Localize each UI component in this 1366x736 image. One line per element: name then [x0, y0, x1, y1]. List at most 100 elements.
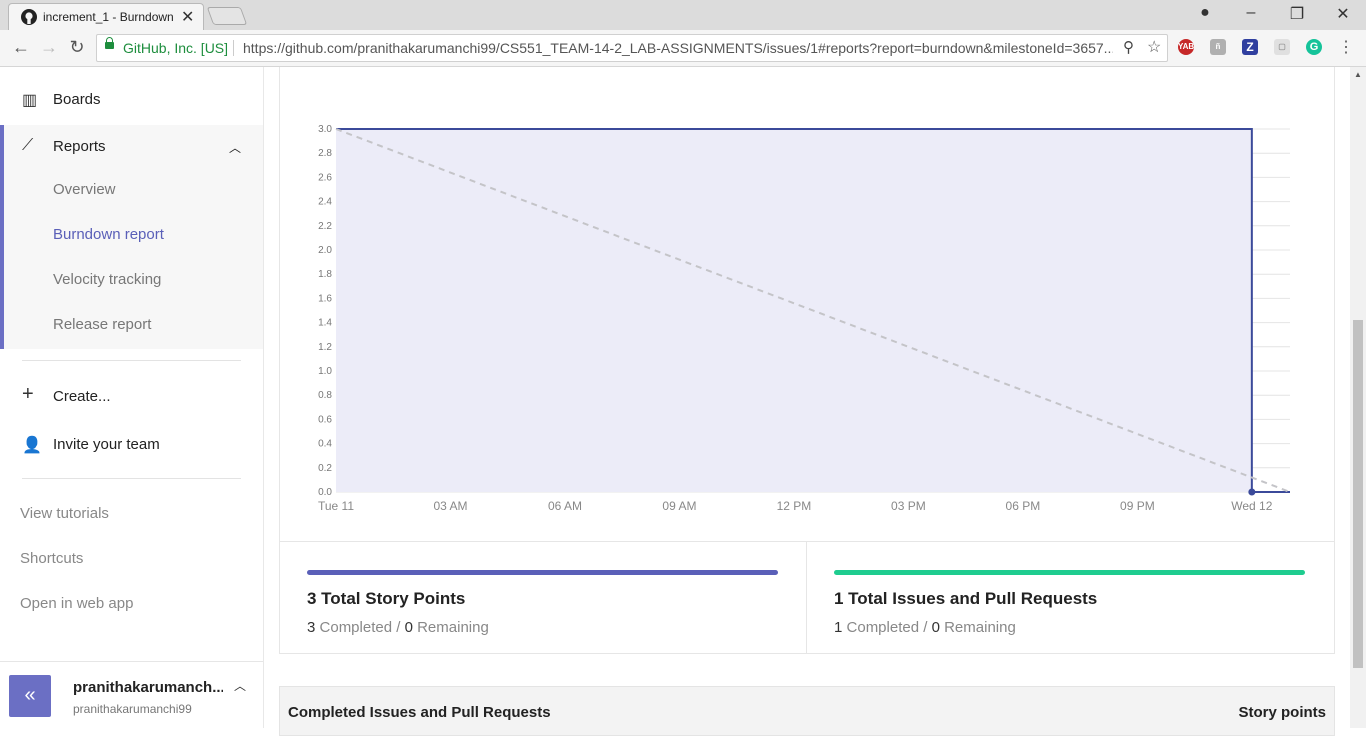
story-points-breakdown: 3 Completed / 0 Remaining	[307, 619, 489, 636]
browser-toolbar: ← → ↻ GitHub, Inc. [US] https://github.c…	[0, 30, 1366, 67]
x-tick-label: 06 AM	[548, 499, 582, 513]
x-tick-label: 12 PM	[777, 499, 812, 513]
reports-section: ⟋ Reports ︿ Overview Burndown report Vel…	[0, 125, 263, 349]
y-tick-label: 2.0	[318, 245, 332, 256]
security-label: GitHub, Inc. [US]	[123, 40, 229, 56]
url-text[interactable]: https://github.com/pranithakarumanchi99/…	[243, 40, 1113, 56]
story-points-summary: 3 Total Story Points 3 Completed / 0 Rem…	[280, 541, 807, 654]
minimize-button[interactable]: –	[1246, 4, 1256, 21]
bookmark-star-icon[interactable]: ☆	[1147, 39, 1162, 56]
divider	[22, 360, 241, 361]
y-tick-label: 0.4	[318, 439, 332, 450]
page-scrollbar[interactable]: ▲	[1350, 67, 1366, 728]
x-tick-label: 09 PM	[1120, 499, 1155, 513]
browser-tab[interactable]: increment_1 - Burndown ✕	[8, 3, 204, 30]
reload-icon[interactable]: ↻	[69, 37, 85, 57]
reports-graph-icon: ⟋	[22, 137, 34, 154]
new-tab-button[interactable]	[206, 7, 248, 25]
lock-icon	[105, 37, 114, 49]
x-tick-label: 06 PM	[1006, 499, 1041, 513]
y-tick-label: 1.8	[318, 269, 332, 280]
view-tutorials-link[interactable]: View tutorials	[20, 505, 109, 522]
x-tick-label: 09 AM	[662, 499, 696, 513]
y-tick-label: 0.8	[318, 390, 332, 401]
scrollbar-thumb[interactable]	[1353, 320, 1363, 668]
zotero-extension-icon[interactable]: Z	[1242, 39, 1258, 55]
y-tick-label: 0.0	[318, 487, 332, 498]
collapse-sidebar-button[interactable]: «	[9, 675, 51, 717]
sidebar-item-label: Boards	[53, 91, 101, 108]
y-tick-label: 1.0	[318, 366, 332, 377]
burndown-card: 0.0 0.2 0.4 0.6 0.8 1.0 1.2 1.4 1.6 1.8 2.0 2.2 2.4 2…	[279, 67, 1335, 654]
back-arrow-icon[interactable]: ←	[12, 37, 30, 57]
restore-button[interactable]: ❐	[1289, 6, 1305, 23]
zoom-icon[interactable]: ⚲	[1123, 39, 1134, 56]
divider	[22, 478, 241, 479]
extension-icon[interactable]: ñ	[1210, 39, 1226, 55]
tab-title: increment_1 - Burndown	[43, 10, 174, 24]
burndown-chart: 0.0 0.2 0.4 0.6 0.8 1.0 1.2 1.4 1.6 1.8 2.0 2.2 2.4 2…	[318, 124, 1291, 513]
issues-breakdown: 1 Completed / 0 Remaining	[834, 619, 1016, 636]
profile-icon[interactable]: ●	[1200, 4, 1210, 21]
y-tick-label: 2.8	[318, 148, 332, 159]
issues-total: 1 Total Issues and Pull Requests	[834, 589, 1098, 608]
y-tick-label: 2.2	[318, 221, 332, 232]
sidebar-subitem-velocity[interactable]: Velocity tracking	[53, 271, 162, 288]
shortcuts-link[interactable]: Shortcuts	[20, 550, 84, 567]
user-handle: pranithakarumanchi99	[73, 702, 192, 716]
browser-tab-strip: increment_1 - Burndown ✕ ● – ❐ ✕	[0, 0, 1366, 30]
user-name[interactable]: pranithakarumanch...	[73, 679, 223, 696]
create-label: Create...	[53, 388, 111, 405]
x-tick-label: Tue 11	[318, 499, 354, 513]
y-tick-label: 1.4	[318, 318, 332, 329]
divider	[233, 40, 234, 56]
y-tick-label: 1.6	[318, 293, 332, 304]
sidebar-item-reports[interactable]: ⟋ Reports ︿	[0, 127, 263, 167]
y-tick-label: 2.6	[318, 172, 332, 183]
x-tick-label: Wed 12	[1231, 499, 1272, 513]
y-tick-label: 3.0	[318, 124, 332, 135]
user-panel: « pranithakarumanch... pranithakarumanch…	[0, 661, 263, 729]
add-user-icon: 👤	[22, 437, 42, 454]
tab-close-icon[interactable]: ✕	[181, 9, 195, 26]
sidebar-item-boards[interactable]: ▥ Boards	[0, 80, 263, 120]
issues-summary: 1 Total Issues and Pull Requests 1 Compl…	[807, 541, 1334, 654]
invite-label: Invite your team	[53, 436, 160, 453]
issues-progress-bar	[834, 570, 1305, 575]
ideal-line	[335, 128, 1291, 493]
x-tick-label: 03 AM	[433, 499, 467, 513]
sidebar-item-label: Reports	[53, 138, 106, 155]
main-content: 0.0 0.2 0.4 0.6 0.8 1.0 1.2 1.4 1.6 1.8 2.0 2.2 2.4 2…	[264, 67, 1350, 736]
open-web-app-link[interactable]: Open in web app	[20, 595, 134, 612]
window-close-button[interactable]: ✕	[1336, 6, 1350, 23]
sidebar-subitem-overview[interactable]: Overview	[53, 181, 116, 198]
burndown-line	[336, 128, 1290, 493]
github-icon	[21, 9, 37, 25]
sidebar-subitem-burndown[interactable]: Burndown report	[53, 226, 164, 243]
boards-icon: ▥	[22, 92, 38, 109]
create-button[interactable]: + Create...	[0, 377, 263, 417]
yab-extension-icon[interactable]: YAB	[1178, 39, 1194, 55]
completed-issues-table-header: Completed Issues and Pull Requests Story…	[279, 686, 1335, 736]
sidebar-subitem-release[interactable]: Release report	[53, 316, 152, 333]
y-tick-label: 2.4	[318, 197, 332, 208]
chevron-up-icon[interactable]: ︿	[234, 679, 247, 693]
sidebar: ▥ Boards ⟋ Reports ︿ Overview Burndown r…	[0, 67, 264, 728]
x-tick-label: 03 PM	[891, 499, 926, 513]
forward-arrow-icon[interactable]: →	[40, 37, 58, 57]
burndown-point	[1248, 488, 1256, 496]
y-tick-label: 0.6	[318, 414, 332, 425]
browser-menu-icon[interactable]: ⋮	[1338, 39, 1354, 56]
story-points-progress-bar	[307, 570, 778, 575]
column-header-issues: Completed Issues and Pull Requests	[288, 704, 551, 721]
y-tick-label: 0.2	[318, 463, 332, 474]
extension-icon[interactable]: ▢	[1274, 39, 1290, 55]
chevron-up-icon[interactable]: ︿	[229, 141, 242, 155]
grammarly-icon[interactable]: G	[1306, 39, 1322, 55]
address-bar[interactable]: GitHub, Inc. [US] https://github.com/pra…	[96, 34, 1168, 62]
plus-icon: +	[22, 383, 34, 405]
scroll-up-arrow-icon[interactable]: ▲	[1354, 70, 1362, 79]
column-header-story-points: Story points	[1238, 704, 1326, 721]
y-tick-label: 1.2	[318, 342, 332, 353]
invite-team-button[interactable]: 👤 Invite your team	[0, 425, 263, 465]
